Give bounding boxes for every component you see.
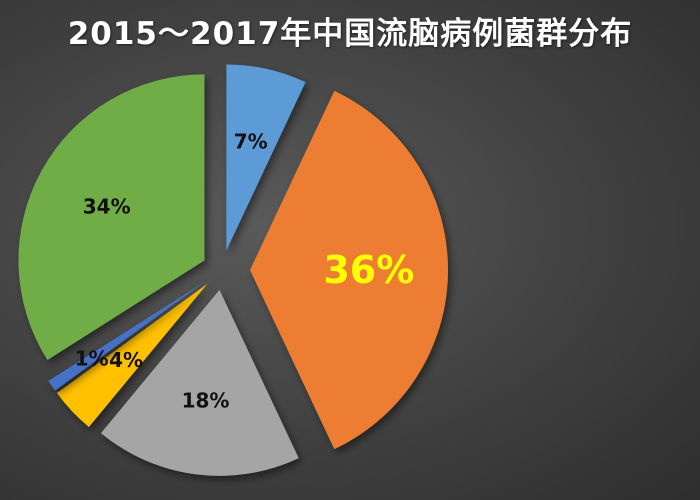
pie-slice-b [250,90,448,450]
data-label-y: 1% [75,347,109,371]
chart-title: 2015～2017年中国流脑病例菌群分布 [67,16,633,52]
pie-slice-c [100,289,299,476]
pie-slice-other [18,74,205,361]
data-label-w: 4% [109,348,143,372]
data-label-a: 7% [234,130,268,154]
data-label-other: 34% [83,195,131,219]
pie-slice-a [226,64,306,251]
pie-slice-y [48,281,206,391]
data-label-b: 36% [323,248,414,292]
pie-slice-w [56,283,208,428]
data-label-c: 18% [182,389,230,413]
